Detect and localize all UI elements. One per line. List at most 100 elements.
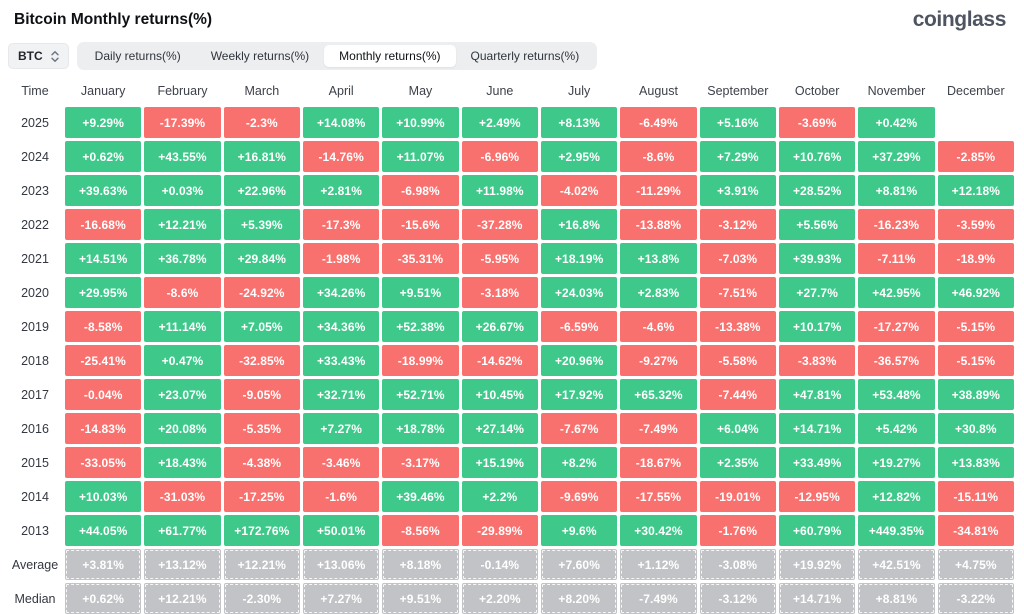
table-cell: +38.89% xyxy=(937,379,1014,410)
table-cell: -33.05% xyxy=(65,447,142,478)
table-cell: +43.55% xyxy=(144,141,221,172)
table-cell: +61.77% xyxy=(144,515,221,546)
tab-weekly-returns[interactable]: Weekly returns(%) xyxy=(196,45,324,67)
table-row: 2013 +44.05% +61.77% +172.76% +50.01% -8.56% -… xyxy=(8,515,1014,546)
table-cell: +10.03% xyxy=(65,481,142,512)
table-cell: -13.88% xyxy=(620,209,697,240)
tab-monthly-returns[interactable]: Monthly returns(%) xyxy=(324,45,456,67)
table-row: 2015 -33.05% +18.43% -4.38% -3.46% -3.17% +15.… xyxy=(8,447,1014,478)
table-cell: +14.71% xyxy=(779,583,856,614)
table-cell: +449.35% xyxy=(858,515,935,546)
table-cell: -17.55% xyxy=(620,481,697,512)
table-cell: -8.6% xyxy=(620,141,697,172)
table-cell: +13.06% xyxy=(303,549,380,580)
table-cell: -0.04% xyxy=(65,379,142,410)
table-cell: -36.57% xyxy=(858,345,935,376)
table-row: 2025 +9.29% -17.39% -2.3% +14.08% +10.99% +2.4… xyxy=(8,107,1014,138)
column-header: June xyxy=(486,83,514,98)
column-header: January xyxy=(80,83,126,98)
table-row: 2021 +14.51% +36.78% +29.84% -1.98% -35.31% -5… xyxy=(8,243,1014,274)
table-cell: +36.78% xyxy=(144,243,221,274)
table-cell: -17.3% xyxy=(303,209,380,240)
table-cell: +39.63% xyxy=(65,175,142,206)
table-cell: +28.52% xyxy=(779,175,856,206)
table-cell: +37.29% xyxy=(858,141,935,172)
table-cell: -3.59% xyxy=(937,209,1014,240)
table-cell: -15.6% xyxy=(382,209,459,240)
row-label: 2025 xyxy=(21,115,49,130)
table-cell: -25.41% xyxy=(65,345,142,376)
row-label: 2022 xyxy=(21,217,49,232)
table-cell: -6.49% xyxy=(620,107,697,138)
table-cell: +10.45% xyxy=(461,379,538,410)
table-cell: -0.14% xyxy=(461,549,538,580)
table-cell: +2.81% xyxy=(303,175,380,206)
table-cell: +53.48% xyxy=(858,379,935,410)
column-header: April xyxy=(328,83,354,98)
column-header: November xyxy=(867,83,926,98)
table-cell: -29.89% xyxy=(461,515,538,546)
table-cell: +5.56% xyxy=(779,209,856,240)
row-label: 2018 xyxy=(21,353,49,368)
table-cell: +33.43% xyxy=(303,345,380,376)
table-cell: -2.3% xyxy=(223,107,300,138)
table-cell: +10.99% xyxy=(382,107,459,138)
table-cell: -5.95% xyxy=(461,243,538,274)
table-cell: +18.43% xyxy=(144,447,221,478)
table-cell: +0.62% xyxy=(65,141,142,172)
table-cell: -7.44% xyxy=(699,379,776,410)
table-cell: +27.7% xyxy=(779,277,856,308)
table-cell: +8.13% xyxy=(541,107,618,138)
table-row: 2019 -8.58% +11.14% +7.05% +34.36% +52.38% +26… xyxy=(8,311,1014,342)
table-cell: -6.59% xyxy=(541,311,618,342)
table-cell: +8.81% xyxy=(858,175,935,206)
table-row: 2018 -25.41% +0.47% -32.85% +33.43% -18.99% -1… xyxy=(8,345,1014,376)
table-cell: -14.83% xyxy=(65,413,142,444)
table-cell: +18.19% xyxy=(541,243,618,274)
table-cell: +3.81% xyxy=(65,549,142,580)
table-cell: +23.07% xyxy=(144,379,221,410)
table-cell: -14.76% xyxy=(303,141,380,172)
page-title: Bitcoin Monthly returns(%) xyxy=(14,11,213,28)
row-label: 2013 xyxy=(21,523,49,538)
table-cell: +9.6% xyxy=(541,515,618,546)
table-cell: -32.85% xyxy=(223,345,300,376)
table-cell: +46.92% xyxy=(937,277,1014,308)
table-cell: +7.05% xyxy=(223,311,300,342)
table-cell: +8.18% xyxy=(382,549,459,580)
table-cell: -18.67% xyxy=(620,447,697,478)
table-cell: -18.99% xyxy=(382,345,459,376)
tab-daily-returns[interactable]: Daily returns(%) xyxy=(80,45,196,67)
tab-quarterly-returns[interactable]: Quarterly returns(%) xyxy=(456,45,595,67)
table-cell: +2.35% xyxy=(699,447,776,478)
table-row: Median +0.62% +12.21% -2.30% +7.27% +9.51% +2.… xyxy=(8,583,1014,614)
table-cell: +8.20% xyxy=(541,583,618,614)
table-cell: +34.36% xyxy=(303,311,380,342)
table-cell: +47.81% xyxy=(779,379,856,410)
table-cell: +22.96% xyxy=(223,175,300,206)
table-cell: +42.95% xyxy=(858,277,935,308)
table-cell: -9.05% xyxy=(223,379,300,410)
table-cell: +10.17% xyxy=(779,311,856,342)
table-cell: +11.98% xyxy=(461,175,538,206)
table-cell: +65.32% xyxy=(620,379,697,410)
table-cell: +60.79% xyxy=(779,515,856,546)
table-cell: -34.81% xyxy=(937,515,1014,546)
table-cell: +10.76% xyxy=(779,141,856,172)
table-cell: -7.11% xyxy=(858,243,935,274)
coinglass-logo[interactable]: coinglass xyxy=(912,8,1007,31)
row-label: Median xyxy=(14,591,56,606)
table-cell: +16.8% xyxy=(541,209,618,240)
row-label: 2024 xyxy=(21,149,49,164)
column-header: September xyxy=(707,83,769,98)
updown-chevron-icon xyxy=(50,50,59,63)
table-cell: +14.08% xyxy=(303,107,380,138)
coin-selector[interactable]: BTC xyxy=(8,43,69,69)
table-cell: +29.95% xyxy=(65,277,142,308)
table-cell: +17.92% xyxy=(541,379,618,410)
table-cell: +26.67% xyxy=(461,311,538,342)
table-cell: -3.18% xyxy=(461,277,538,308)
table-cell: +0.03% xyxy=(144,175,221,206)
table-cell: -5.15% xyxy=(937,345,1014,376)
table-cell: -7.49% xyxy=(620,583,697,614)
